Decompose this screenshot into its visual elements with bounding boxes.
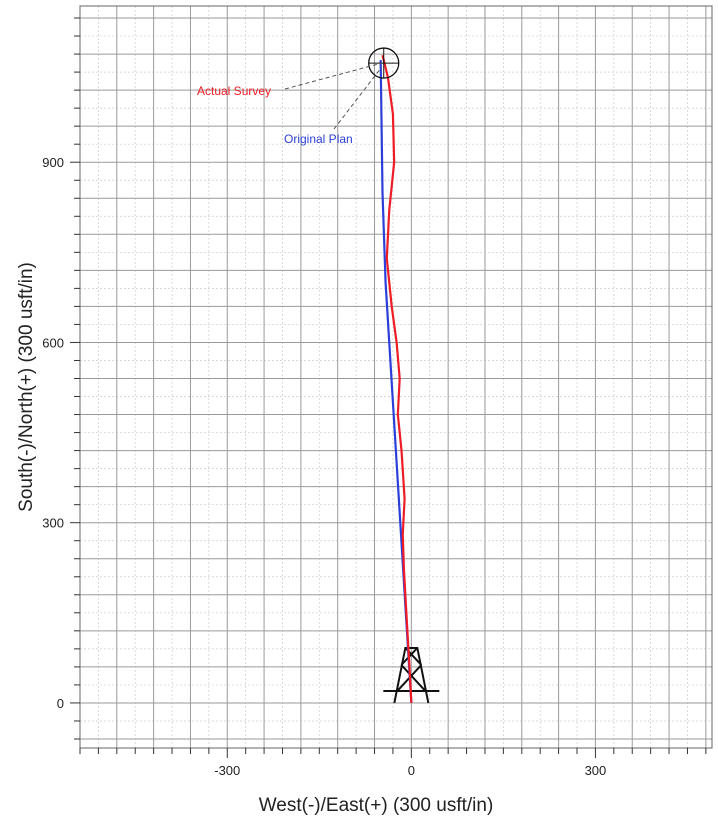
minor-grid [80, 6, 712, 748]
x-axis-label: West(-)/East(+) (300 usft/in) [259, 795, 494, 816]
y-tick-label: 0 [57, 696, 64, 711]
plot-frame [79, 5, 713, 749]
series-lines [379, 54, 413, 704]
x-tick-label: 300 [585, 763, 607, 778]
annotation-leader-line [284, 62, 382, 90]
y-tick-label: 600 [42, 335, 64, 350]
annotations: Actual Survey Original Plan [197, 62, 383, 146]
major-grid [79, 6, 712, 748]
tick-labels: -300 0 300 0 300 600 900 [42, 155, 606, 778]
y-tick-label: 300 [42, 516, 64, 531]
y-tick-label: 900 [42, 155, 64, 170]
actual-survey-line [381, 54, 413, 703]
target-circle-icon [368, 47, 400, 79]
axis-ticks [70, 17, 707, 758]
annotation-leader-line [333, 66, 383, 130]
y-axis-label: South(-)/North(+) (300 usft/in) [16, 262, 37, 512]
x-tick-label: 0 [408, 763, 415, 778]
x-tick-label: -300 [214, 763, 240, 778]
actual-survey-annotation: Actual Survey [197, 84, 271, 98]
rig-legs [393, 646, 430, 704]
original-plan-annotation: Original Plan [284, 132, 353, 146]
rig-brace [400, 664, 427, 692]
